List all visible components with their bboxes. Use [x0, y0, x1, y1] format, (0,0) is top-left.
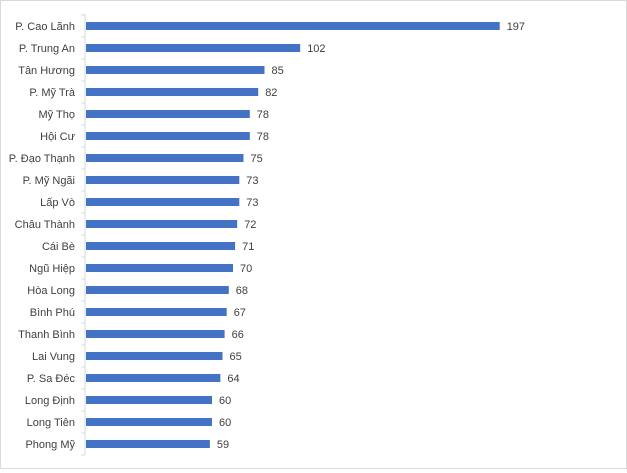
value-label: 73	[246, 175, 258, 187]
bar	[86, 88, 259, 96]
value-label: 64	[227, 373, 239, 385]
bar	[86, 396, 212, 404]
category-label: P. Mỹ Ngãi	[23, 175, 75, 187]
bar	[86, 440, 210, 448]
value-label: 78	[257, 109, 269, 121]
value-label: 65	[230, 351, 242, 363]
value-label: 60	[219, 417, 231, 429]
category-label: Phong Mỹ	[25, 439, 75, 451]
bar	[86, 286, 229, 294]
category-label: P. Cao Lãnh	[15, 21, 75, 33]
bar	[86, 44, 301, 52]
value-label: 67	[234, 307, 246, 319]
bar	[86, 132, 250, 140]
value-label: 60	[219, 395, 231, 407]
value-label: 66	[232, 329, 244, 341]
bar	[86, 110, 250, 118]
value-label: 71	[242, 241, 254, 253]
bar	[86, 264, 233, 272]
value-label: 59	[217, 439, 229, 451]
value-label: 102	[307, 43, 325, 55]
category-label: Thanh Bình	[18, 329, 75, 341]
bar	[86, 176, 240, 184]
bar	[86, 374, 221, 382]
category-label: P. Sa Đéc	[27, 373, 76, 385]
value-label: 78	[257, 131, 269, 143]
bar	[86, 352, 223, 360]
category-label: Cái Bè	[42, 241, 75, 253]
category-label: P. Đạo Thạnh	[9, 153, 75, 165]
value-label: 73	[246, 197, 258, 209]
bar	[86, 22, 500, 30]
category-label: Lấp Vò	[40, 197, 75, 209]
category-label: Bình Phú	[30, 307, 75, 319]
category-label: Tân Hương	[18, 65, 75, 77]
bar	[86, 308, 227, 316]
bar	[86, 154, 244, 162]
value-label: 68	[236, 285, 248, 297]
bar	[86, 242, 236, 250]
value-label: 197	[507, 21, 525, 33]
bar	[86, 198, 240, 206]
value-label: 82	[265, 87, 277, 99]
category-label: Ngũ Hiệp	[29, 263, 75, 275]
bar	[86, 220, 238, 228]
category-label: P. Mỹ Trà	[29, 87, 76, 99]
category-label: P. Trung An	[19, 43, 75, 55]
category-label: Long Tiên	[27, 417, 75, 429]
value-label: 72	[244, 219, 256, 231]
bar	[86, 66, 265, 74]
category-label: Hội Cư	[40, 131, 76, 143]
category-label: Hòa Long	[27, 285, 75, 297]
value-label: 70	[240, 263, 252, 275]
category-label: Long Định	[25, 395, 75, 407]
bar	[86, 418, 212, 426]
category-label: Lai Vung	[32, 351, 75, 363]
bar	[86, 330, 225, 338]
category-label: Châu Thành	[15, 219, 75, 231]
value-label: 75	[251, 153, 263, 165]
value-label: 85	[272, 65, 284, 77]
category-label: Mỹ Thọ	[39, 109, 75, 121]
